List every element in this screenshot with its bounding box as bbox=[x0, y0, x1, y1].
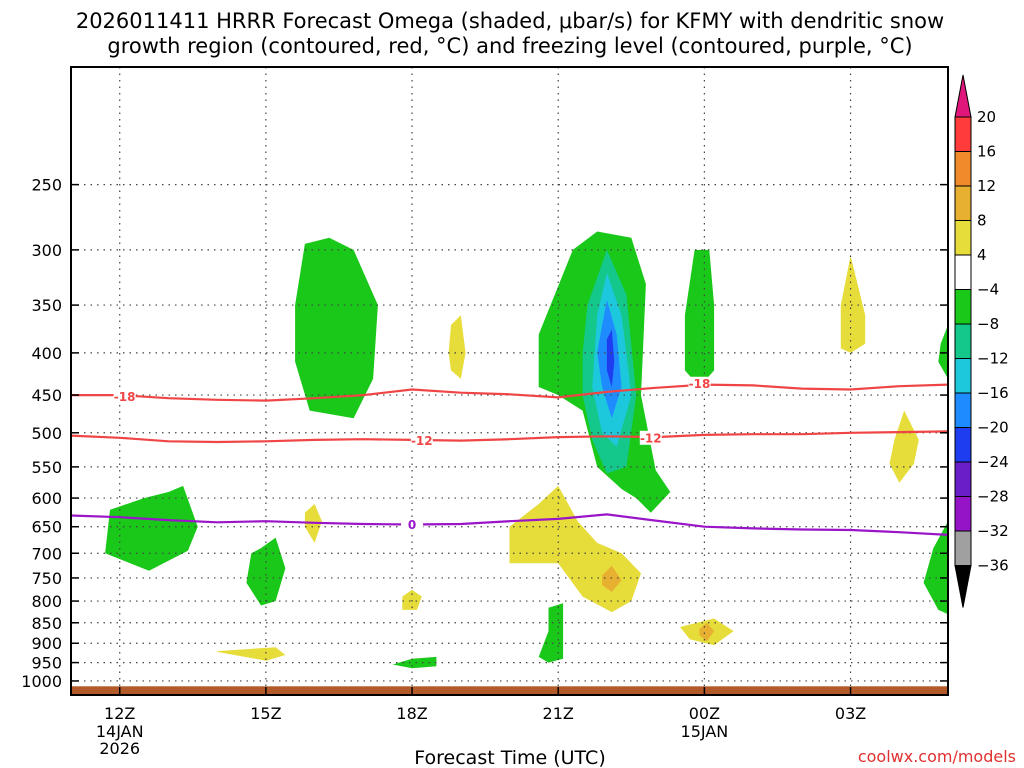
x-tick-label: 18Z bbox=[396, 704, 427, 723]
contour-label--12: -12 bbox=[640, 431, 662, 445]
y-axis-ticks: 2503003504004505005506006507007508008509… bbox=[21, 176, 948, 691]
plot-background bbox=[71, 67, 948, 695]
colorbar-bin bbox=[954, 427, 972, 463]
omega-region-8 bbox=[699, 622, 715, 642]
grid-lines bbox=[71, 67, 948, 695]
contour-label-bg bbox=[688, 376, 711, 391]
x-tick-sublabel: 14JAN bbox=[96, 722, 144, 741]
colorbar-bin bbox=[954, 530, 972, 566]
colorbar-label: 20 bbox=[977, 108, 996, 126]
omega-region-8 bbox=[602, 565, 622, 592]
colorbar-label: −36 bbox=[977, 557, 1009, 575]
x-tick-label: 03Z bbox=[835, 704, 866, 723]
omega-region-4 bbox=[217, 647, 286, 661]
contour-label-bg bbox=[639, 430, 662, 445]
contour-line--12 bbox=[70, 430, 949, 444]
x-tick-label: 00Z bbox=[689, 704, 720, 723]
y-tick-label: 500 bbox=[31, 424, 62, 443]
colorbar-bin bbox=[954, 220, 972, 256]
y-tick-label: 400 bbox=[31, 344, 62, 363]
credit-text: coolwx.com/models bbox=[858, 747, 1016, 766]
colorbar-label: −12 bbox=[977, 350, 1009, 368]
temperature-contours: -18 -18 -12 -12 0 bbox=[70, 376, 949, 536]
omega-region-4 bbox=[840, 255, 866, 353]
y-tick-label: 850 bbox=[31, 614, 62, 633]
colorbar-bin bbox=[954, 323, 972, 359]
contour-line--18 bbox=[71, 383, 949, 402]
x-tick-label: 21Z bbox=[543, 704, 574, 723]
colorbar-label: −32 bbox=[977, 522, 1009, 540]
contour-label-bg bbox=[113, 389, 136, 404]
colorbar-bin bbox=[954, 496, 972, 532]
ground-terrain-band bbox=[71, 686, 948, 695]
y-tick-label: 450 bbox=[31, 386, 62, 405]
y-tick-label: 300 bbox=[31, 241, 62, 260]
y-tick-label: 1000 bbox=[21, 672, 62, 691]
y-tick-label: 800 bbox=[31, 592, 62, 611]
y-tick-label: 650 bbox=[31, 518, 62, 537]
omega-region-neg4 bbox=[938, 325, 948, 379]
contour-label-bg bbox=[401, 517, 424, 532]
colorbar-bin bbox=[954, 392, 972, 428]
contour-label--18: -18 bbox=[689, 377, 711, 391]
y-tick-label: 900 bbox=[31, 634, 62, 653]
omega-region-neg4 bbox=[538, 603, 564, 663]
x-tick-year: 2026 bbox=[99, 739, 140, 758]
colorbar: 20 16 12 8 4 −4 −8 −12 −16 −20 −24 −28 −32 −36 bbox=[954, 74, 1009, 608]
plot-frame bbox=[70, 66, 949, 696]
omega-region-neg4 bbox=[923, 521, 948, 615]
colorbar-label: −20 bbox=[977, 419, 1009, 437]
contour-label--18: -18 bbox=[114, 390, 136, 404]
colorbar-label: 16 bbox=[977, 143, 996, 161]
colorbar-over-triangle bbox=[954, 74, 972, 118]
colorbar-label: −28 bbox=[977, 488, 1009, 506]
colorbar-label: −4 bbox=[977, 281, 999, 299]
y-tick-label: 350 bbox=[31, 296, 62, 315]
contour-line-0 bbox=[70, 513, 949, 536]
omega-region-neg4 bbox=[684, 249, 715, 387]
x-tick-label: 15Z bbox=[250, 704, 281, 723]
y-tick-label: 950 bbox=[31, 654, 62, 673]
omega-region-neg4 bbox=[105, 485, 198, 571]
chart-title-line-1: 2026011411 HRRR Forecast Omega (shaded, … bbox=[76, 9, 944, 33]
x-tick-label: 12Z bbox=[104, 704, 135, 723]
colorbar-label: 12 bbox=[977, 177, 996, 195]
colorbar-bin bbox=[954, 185, 972, 221]
colorbar-bin bbox=[954, 254, 972, 290]
colorbar-bin bbox=[954, 461, 972, 497]
x-tick-sublabel: 15JAN bbox=[681, 722, 729, 741]
omega-region-4 bbox=[448, 315, 466, 379]
omega-region-neg4 bbox=[295, 237, 378, 419]
omega-shading bbox=[105, 231, 948, 669]
omega-region-4 bbox=[889, 410, 919, 483]
y-tick-label: 600 bbox=[31, 489, 62, 508]
colorbar-bin bbox=[954, 151, 972, 187]
omega-region-neg4 bbox=[392, 656, 437, 669]
contour-label-bg bbox=[410, 433, 433, 448]
colorbar-label: 8 bbox=[977, 212, 987, 230]
colorbar-bin bbox=[954, 358, 972, 394]
x-axis-label: Forecast Time (UTC) bbox=[414, 747, 605, 768]
contour-label-0: 0 bbox=[408, 518, 416, 532]
y-tick-label: 700 bbox=[31, 544, 62, 563]
y-tick-label: 750 bbox=[31, 569, 62, 588]
omega-region-neg4 bbox=[246, 537, 286, 606]
colorbar-label: −8 bbox=[977, 315, 999, 333]
contour-label--12: -12 bbox=[411, 434, 433, 448]
omega-region-4 bbox=[402, 589, 422, 610]
omega-region-neg20 bbox=[606, 329, 615, 387]
colorbar-label: −24 bbox=[977, 453, 1009, 471]
y-tick-label: 550 bbox=[31, 458, 62, 477]
colorbar-bin bbox=[954, 289, 972, 325]
chart-title-line-2: growth region (contoured, red, °C) and f… bbox=[107, 34, 912, 58]
colorbar-under-triangle bbox=[954, 565, 972, 608]
colorbar-bin bbox=[954, 116, 972, 152]
y-tick-label: 250 bbox=[31, 176, 62, 195]
colorbar-label: −16 bbox=[977, 384, 1009, 402]
colorbar-label: 4 bbox=[977, 246, 987, 264]
